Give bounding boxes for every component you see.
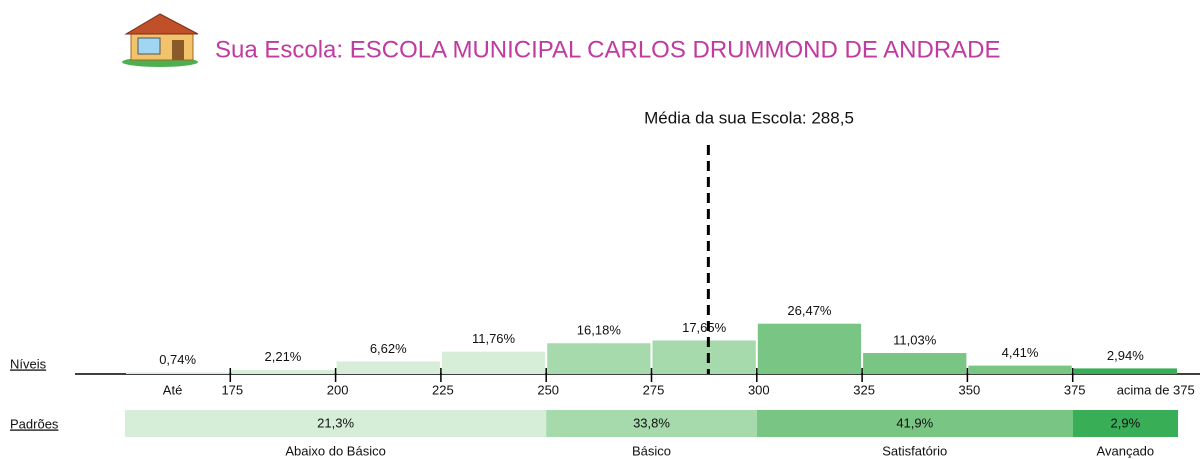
value-label: 0,74%	[159, 352, 196, 367]
bar	[863, 353, 967, 374]
value-label: 6,62%	[370, 341, 407, 356]
standard-value: 21,3%	[317, 415, 354, 430]
bar	[231, 369, 335, 374]
value-label: 16,18%	[577, 323, 622, 338]
x-tick-label: 300	[748, 382, 770, 397]
levels-label: Níveis	[10, 356, 47, 371]
bar	[547, 343, 651, 374]
standard-segment	[1072, 410, 1178, 437]
x-tick-label: 225	[432, 382, 454, 397]
value-label: 2,94%	[1107, 348, 1144, 363]
x-tick-label: 325	[853, 382, 875, 397]
value-label: 26,47%	[787, 303, 832, 318]
standard-value: 41,9%	[896, 415, 933, 430]
x-tick-label: 375	[1064, 382, 1086, 397]
standards-label: Padrões	[10, 416, 59, 431]
bar	[441, 351, 546, 374]
bar	[336, 361, 440, 374]
standard-name: Satisfatório	[882, 443, 947, 458]
standard-segment	[546, 410, 757, 437]
bar	[968, 365, 1072, 374]
value-label: 11,76%	[472, 331, 516, 346]
bar	[126, 372, 230, 374]
standard-value: 2,9%	[1111, 415, 1141, 430]
x-tick-label: 250	[537, 382, 559, 397]
value-label: 11,03%	[893, 332, 937, 347]
school-icon	[122, 13, 199, 67]
standard-name: Avançado	[1097, 443, 1155, 458]
value-label: 17,65%	[682, 320, 727, 335]
standard-value: 33,8%	[633, 415, 670, 430]
x-tick-label: 350	[959, 382, 981, 397]
bar	[652, 340, 756, 374]
standard-segment	[756, 410, 1073, 437]
value-label: 2,21%	[265, 349, 302, 364]
bar	[1073, 368, 1177, 374]
standard-name: Básico	[632, 443, 671, 458]
mean-label: Média da sua Escola: 288,5	[644, 108, 854, 127]
standard-segment	[125, 410, 547, 437]
chart-title: Sua Escola: ESCOLA MUNICIPAL CARLOS DRUM…	[215, 36, 1001, 63]
x-tick-label: 200	[327, 382, 349, 397]
x-tick-label: 275	[643, 382, 665, 397]
value-label: 4,41%	[1002, 345, 1039, 360]
x-tick-label: 175	[221, 382, 243, 397]
below-label: Até	[163, 382, 183, 397]
standard-name: Abaixo do Básico	[285, 443, 385, 458]
bar	[757, 323, 862, 374]
above-label: acima de 375	[1117, 382, 1195, 397]
